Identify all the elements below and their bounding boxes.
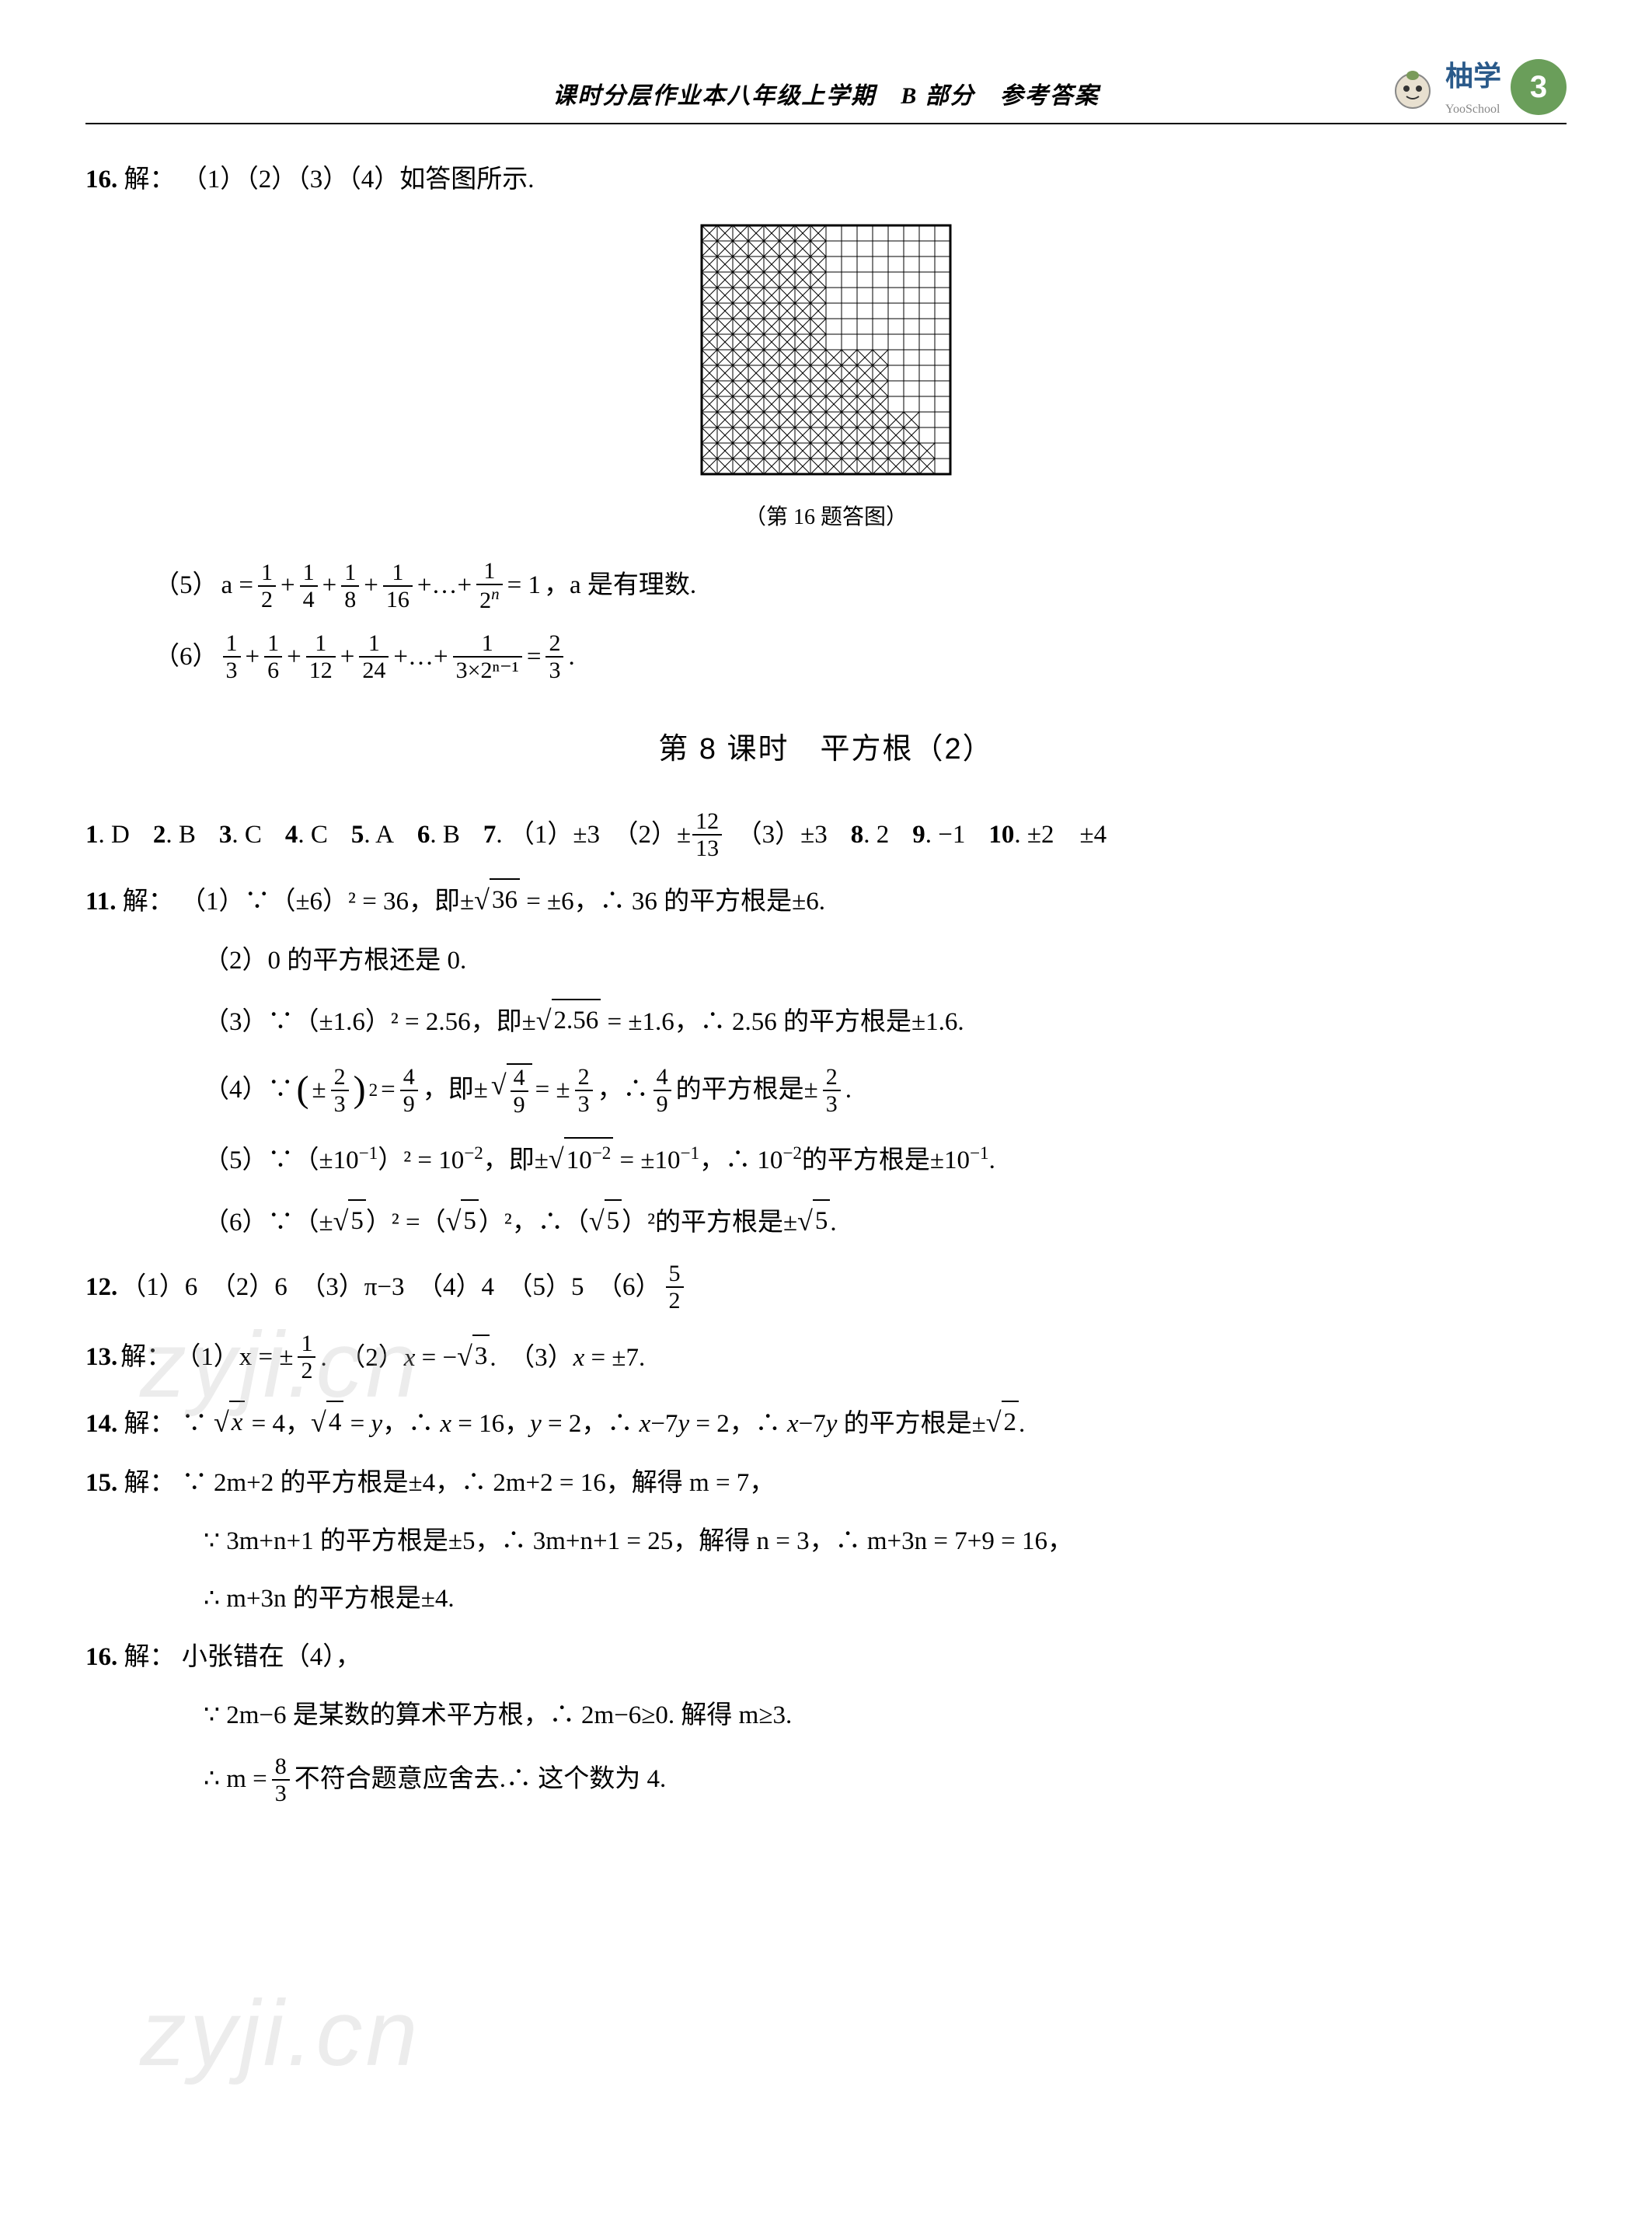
result: = 1	[507, 565, 541, 606]
text: （4）∵	[204, 1069, 294, 1111]
figure-caption: （第 16 题答图）	[85, 501, 1567, 536]
answer-item: 8. 2	[851, 815, 890, 856]
q16-part5: （5） a = 12+ 14+ 18+ 116+…+ 12n = 1 ，a 是有…	[154, 558, 1567, 613]
mascot-icon	[1389, 64, 1436, 110]
solution-prefix: 解：	[124, 1643, 176, 1671]
q11-line1: 11. 解： （1）∵（±6）² = 36，即±√36 = ±6，∴ 36 的平…	[85, 878, 1567, 923]
question-number: 11.	[85, 888, 123, 916]
q16b-line1: 16. 解： 小张错在（4），	[85, 1637, 1567, 1678]
q16b-p1: 小张错在（4），	[182, 1643, 361, 1671]
q15-p2: ∵ 3m+n+1 的平方根是±5，∴ 3m+n+1 = 25，解得 n = 3，…	[204, 1521, 1567, 1562]
fraction: 23	[545, 630, 563, 683]
q12-items: （1）6 （2）6 （3）π−3 （4）4 （5）5 （6）	[120, 1267, 660, 1308]
fraction: 16	[264, 630, 282, 683]
q15-p3: ∴ m+3n 的平方根是±4.	[204, 1579, 1567, 1620]
question-number: 14.	[85, 1410, 124, 1438]
text: . （2）x = −√3. （3）x = ±7.	[320, 1335, 645, 1380]
fraction: 112	[306, 630, 336, 683]
answer-item: 6. B	[417, 815, 460, 856]
question-number: 12.	[85, 1267, 117, 1308]
text: ，即±	[423, 1069, 488, 1111]
text: 不符合题意应舍去.∴ 这个数为 4.	[295, 1759, 667, 1800]
fraction: 13×2ⁿ⁻¹	[453, 630, 522, 683]
fraction: 52	[666, 1261, 684, 1314]
logo-area: 柚学 YooSchool 3	[1389, 54, 1567, 119]
solution-prefix: 解：	[124, 1469, 176, 1497]
fraction: 12n	[476, 558, 503, 613]
text: = ±	[535, 1069, 570, 1111]
page-number-badge: 3	[1511, 59, 1567, 115]
content-body: 16. 解： （1）（2）（3）（4）如答图所示.	[85, 159, 1567, 1806]
q11-p4: （4）∵ (±23)2 = 49 ，即± √49 = ± 23 ，∴ 49 的平…	[204, 1060, 1567, 1120]
answer-item: 2. B	[153, 815, 196, 856]
q14-text: ∵ √x = 4，√4 = y，∴ x = 16，y = 2，∴ x−7y = …	[182, 1410, 1026, 1438]
solution-prefix: 解：	[120, 1337, 172, 1378]
fraction: 18	[341, 560, 359, 612]
question-number: 16.	[85, 166, 124, 194]
q13: 13. 解： （1）x = ± 12 . （2）x = −√3. （3）x = …	[85, 1331, 1567, 1383]
answer-item: 9. −1	[912, 815, 965, 856]
tail-text: .	[568, 637, 574, 678]
q15-p1: ∵ 2m+2 的平方根是±4，∴ 2m+2 = 16，解得 m = 7，	[182, 1469, 775, 1497]
q16-intro-text: （1）（2）（3）（4）如答图所示.	[182, 166, 535, 194]
question-number: 16.	[85, 1643, 124, 1671]
text: ，∴	[598, 1069, 649, 1111]
solution-prefix: 解：	[124, 1410, 176, 1438]
answer-item: 7. （1）±3 （2）±1213 （3）±3	[483, 808, 828, 861]
page-header: 课时分层作业本八年级上学期 B 部分 参考答案 柚学 YooSchool 3	[85, 78, 1567, 124]
text: （1）x = ±	[175, 1337, 293, 1378]
answer-item: 3. C	[219, 815, 262, 856]
question-number: 13.	[85, 1337, 117, 1378]
figure-16: （第 16 题答图）	[85, 224, 1567, 536]
answer-item: 10. ±2 ±4	[988, 815, 1107, 856]
expr-prefix: a =	[221, 565, 254, 606]
q11-p2: （2）0 的平方根还是 0.	[204, 940, 1567, 982]
text: ∴ m =	[204, 1759, 267, 1800]
q14: 14. 解： ∵ √x = 4，√4 = y，∴ x = 16，y = 2，∴ …	[85, 1401, 1567, 1446]
text: 的平方根是±	[676, 1069, 818, 1111]
q12: 12. （1）6 （2）6 （3）π−3 （4）4 （5）5 （6） 52	[85, 1261, 1567, 1314]
q16-intro: 16. 解： （1）（2）（3）（4）如答图所示.	[85, 159, 1567, 201]
q11-p5: （5）∵（±10−1）² = 10−2，即±√10−2 = ±10−1，∴ 10…	[204, 1137, 1567, 1182]
grid-diagram	[700, 224, 952, 476]
q16b-p3: ∴ m = 83 不符合题意应舍去.∴ 这个数为 4.	[204, 1753, 1567, 1806]
fraction: 116	[383, 560, 413, 612]
tail-text: ，a 是有理数.	[544, 565, 696, 606]
question-number: 15.	[85, 1469, 124, 1497]
answer-item: 1. D	[85, 815, 130, 856]
header-title: 课时分层作业本八年级上学期 B 部分 参考答案	[85, 78, 1567, 115]
watermark: zyji.cn	[140, 1959, 420, 2108]
q11-p6: （6）∵（±√5）² =（√5）²，∴（√5）²的平方根是±√5.	[204, 1199, 1567, 1244]
fraction: 12	[258, 560, 276, 612]
logo-text: 柚学	[1445, 61, 1501, 92]
q1-10-answers: 1. D 2. B 3. C 4. C 5. A 6. B 7. （1）±3 （…	[85, 808, 1567, 861]
q11-p3: （3）∵（±1.6）² = 2.56，即±√2.56 = ±1.6，∴ 2.56…	[204, 999, 1567, 1044]
fraction: 13	[223, 630, 241, 683]
logo-text-wrap: 柚学 YooSchool	[1445, 54, 1501, 119]
answer-item: 5. A	[351, 815, 394, 856]
q15-line1: 15. 解： ∵ 2m+2 的平方根是±4，∴ 2m+2 = 16，解得 m =…	[85, 1463, 1567, 1504]
fraction: 124	[359, 630, 389, 683]
solution-prefix: 解：	[124, 166, 176, 194]
q16-part6: （6） 13+ 16+ 112+ 124+…+ 13×2ⁿ⁻¹ = 23 .	[154, 630, 1567, 683]
q11-p1: （1）∵（±6）² = 36，即±√36 = ±6，∴ 36 的平方根是±6.	[180, 888, 825, 916]
part-label: （6）	[154, 637, 218, 678]
q16b-p2: ∵ 2m−6 是某数的算术平方根，∴ 2m−6≥0. 解得 m≥3.	[204, 1695, 1567, 1736]
part-label: （5）	[154, 565, 218, 606]
logo-subtitle: YooSchool	[1445, 99, 1501, 120]
fraction: 14	[300, 560, 318, 612]
solution-prefix: 解：	[123, 888, 174, 916]
answer-item: 4. C	[285, 815, 328, 856]
section-title: 第 8 课时 平方根（2）	[85, 726, 1567, 773]
